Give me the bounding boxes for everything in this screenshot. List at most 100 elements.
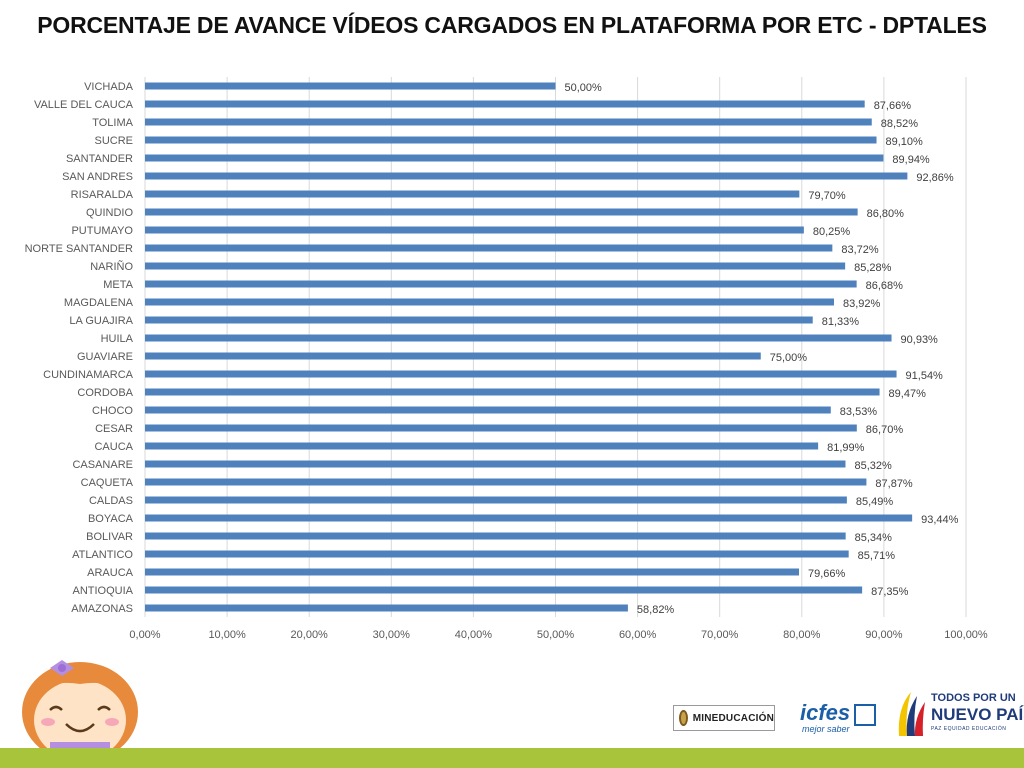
category-label: SAN ANDRES: [62, 171, 133, 183]
data-label: 89,47%: [889, 388, 927, 400]
girl-mascot-illustration: [10, 650, 150, 762]
category-label: ANTIOQUIA: [72, 585, 133, 597]
category-label: HUILA: [101, 333, 134, 345]
data-label: 79,66%: [808, 568, 846, 580]
category-label: BOYACA: [88, 513, 134, 525]
bar: [145, 496, 847, 504]
x-tick-label: 60,00%: [619, 629, 657, 641]
data-label: 85,49%: [856, 496, 894, 508]
checkmark-icon: [854, 704, 876, 726]
category-label: CESAR: [95, 423, 133, 435]
category-label: META: [103, 279, 133, 291]
bar: [145, 460, 846, 468]
bar: [145, 370, 897, 378]
bar: [145, 586, 863, 594]
category-label: VALLE DEL CAUCA: [34, 99, 134, 111]
bar: [145, 406, 831, 414]
bar: [145, 388, 880, 396]
icfes-logo: icfes mejor saber: [800, 700, 880, 740]
todos-por-un-nuevo-pais-logo: TODOS POR UN NUEVO PAÍS PAZ EQUIDAD EDUC…: [895, 686, 1024, 746]
bar: [145, 100, 865, 108]
x-tick-label: 40,00%: [455, 629, 493, 641]
data-label: 86,68%: [866, 280, 904, 292]
data-label: 86,80%: [867, 208, 905, 220]
data-label: 83,92%: [843, 298, 881, 310]
bar: [145, 82, 556, 90]
data-label: 79,70%: [808, 190, 846, 202]
data-label: 89,10%: [886, 136, 924, 148]
category-label: LA GUAJIRA: [69, 315, 133, 327]
bar: [145, 604, 628, 612]
category-label: CAUCA: [94, 441, 133, 453]
bar: [145, 424, 857, 432]
data-label: 58,82%: [637, 604, 675, 616]
data-label: 81,99%: [827, 442, 865, 454]
data-label: 90,93%: [901, 334, 939, 346]
bar: [145, 478, 867, 486]
data-label: 50,00%: [565, 82, 603, 94]
bar: [145, 208, 858, 216]
x-tick-label: 10,00%: [208, 629, 246, 641]
category-label: CUNDINAMARCA: [43, 369, 134, 381]
category-label: AMAZONAS: [71, 603, 133, 615]
bar: [145, 550, 849, 558]
bar-chart: 0,00% 10,00% 20,00% 30,00% 40,00% 50,00% 60,00…: [25, 77, 988, 641]
bar: [145, 568, 800, 576]
data-label: 89,94%: [892, 154, 930, 166]
data-label: 85,28%: [854, 262, 892, 274]
data-label: 83,53%: [840, 406, 878, 418]
bar: [145, 442, 819, 450]
category-label: BOLIVAR: [86, 531, 133, 543]
category-label: PUTUMAYO: [71, 225, 133, 237]
bar: [145, 244, 833, 252]
bar: [145, 316, 813, 324]
x-tick-label: 30,00%: [373, 629, 411, 641]
data-label: 91,54%: [906, 370, 944, 382]
category-label: TOLIMA: [92, 117, 133, 129]
bar: [145, 136, 877, 144]
category-label: CHOCO: [92, 405, 133, 417]
category-label: CASANARE: [72, 459, 133, 471]
bar: [145, 352, 761, 360]
data-label: 87,66%: [874, 100, 912, 112]
bar: [145, 226, 804, 234]
category-label: CORDOBA: [77, 387, 133, 399]
category-label: NORTE SANTANDER: [25, 243, 133, 255]
footer-bar: [0, 748, 1024, 768]
category-label: RISARALDA: [71, 189, 134, 201]
mineducacion-logo: MINEDUCACIÓN: [673, 705, 775, 731]
flag-icon: [898, 692, 925, 736]
bar: [145, 262, 846, 270]
x-tick-label: 20,00%: [291, 629, 329, 641]
bar: [145, 532, 846, 540]
category-label: QUINDIO: [86, 207, 134, 219]
category-label: SANTANDER: [66, 153, 133, 165]
data-label: 86,70%: [866, 424, 904, 436]
data-label: 83,72%: [841, 244, 879, 256]
category-label: MAGDALENA: [64, 297, 134, 309]
x-tick-label: 50,00%: [537, 629, 575, 641]
x-tick-label: 0,00%: [129, 629, 160, 641]
bar: [145, 298, 834, 306]
bar: [145, 154, 884, 162]
category-label: VICHADA: [84, 81, 134, 93]
data-label: 85,71%: [858, 550, 896, 562]
bar: [145, 514, 913, 522]
data-label: 88,52%: [881, 118, 919, 130]
bar: [145, 172, 908, 180]
category-label: GUAVIARE: [77, 351, 133, 363]
data-label: 85,34%: [855, 532, 893, 544]
data-label: 80,25%: [813, 226, 851, 238]
x-tick-label: 70,00%: [701, 629, 739, 641]
bar: [145, 334, 892, 342]
category-label: CALDAS: [89, 495, 133, 507]
data-label: 85,32%: [854, 460, 892, 472]
x-tick-label: 80,00%: [783, 629, 821, 641]
bar: [145, 190, 800, 198]
data-label: 92,86%: [916, 172, 954, 184]
category-label: NARIÑO: [90, 260, 133, 273]
category-label: SUCRE: [94, 135, 133, 147]
x-tick-label: 90,00%: [865, 629, 903, 641]
chart-title: PORCENTAJE DE AVANCE VÍDEOS CARGADOS EN …: [37, 12, 987, 38]
data-label: 93,44%: [921, 514, 959, 526]
